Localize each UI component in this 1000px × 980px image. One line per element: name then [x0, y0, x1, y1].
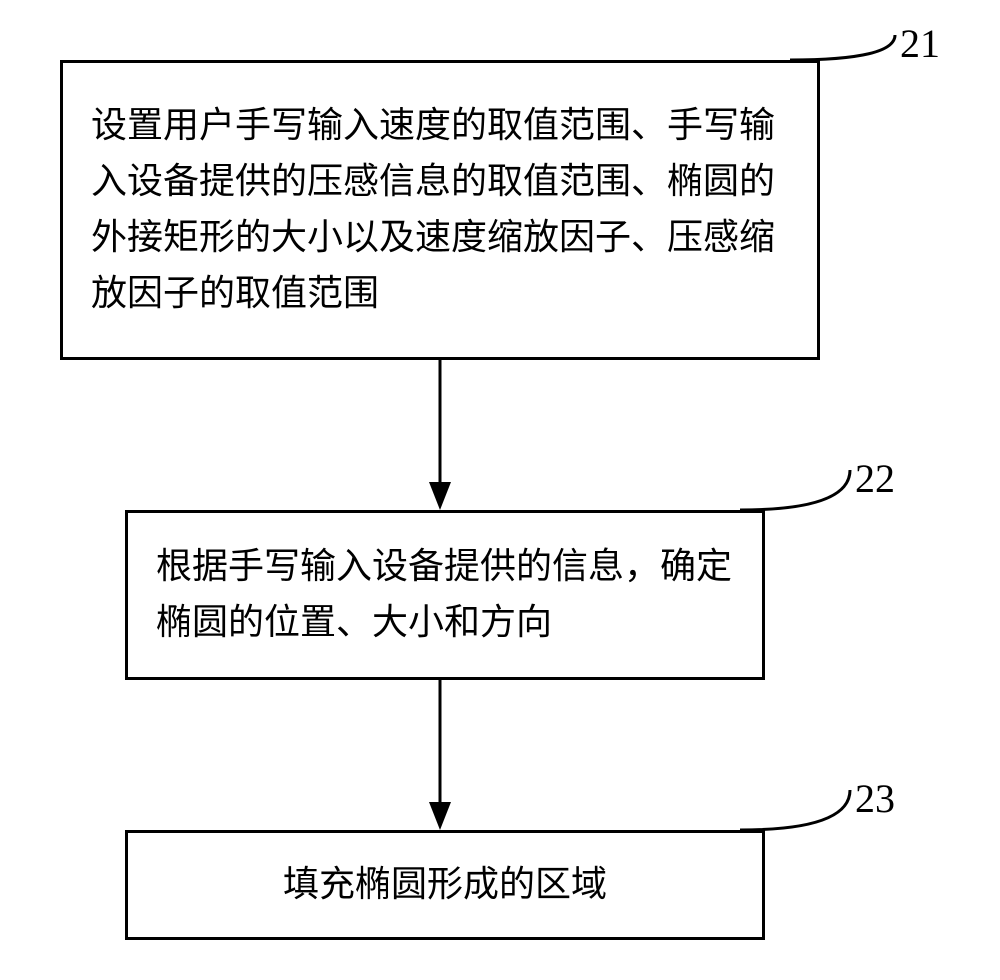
flowchart-node-number: 22 — [855, 455, 895, 502]
flowchart-node: 根据手写输入设备提供的信息，确定椭圆的位置、大小和方向 — [125, 510, 765, 680]
flowchart-node-text: 填充椭圆形成的区域 — [283, 857, 607, 913]
flowchart-node-number: 23 — [855, 775, 895, 822]
flowchart-node-number: 21 — [900, 20, 940, 67]
flowchart-node: 设置用户手写输入速度的取值范围、手写输入设备提供的压感信息的取值范围、椭圆的外接… — [60, 60, 820, 360]
flowchart-node-text: 根据手写输入设备提供的信息，确定椭圆的位置、大小和方向 — [156, 539, 734, 651]
flowchart-canvas: 设置用户手写输入速度的取值范围、手写输入设备提供的压感信息的取值范围、椭圆的外接… — [0, 0, 1000, 980]
flowchart-node-text: 设置用户手写输入速度的取值范围、手写输入设备提供的压感信息的取值范围、椭圆的外接… — [91, 98, 789, 321]
flowchart-node: 填充椭圆形成的区域 — [125, 830, 765, 940]
